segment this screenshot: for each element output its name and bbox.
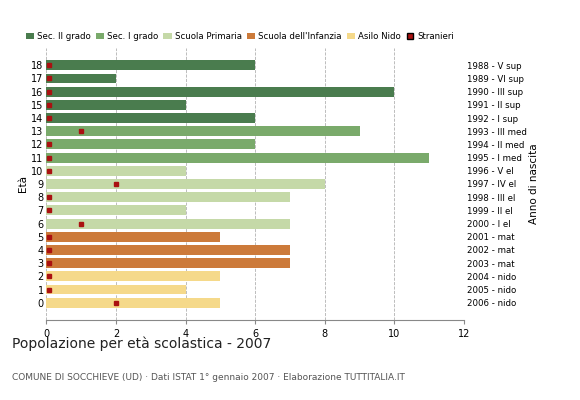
Text: Popolazione per età scolastica - 2007: Popolazione per età scolastica - 2007 <box>12 336 271 351</box>
Bar <box>46 74 116 84</box>
Bar <box>46 258 290 268</box>
Bar <box>46 245 290 255</box>
Bar <box>46 192 290 202</box>
Y-axis label: Età: Età <box>19 176 28 192</box>
Bar <box>46 140 255 149</box>
Bar <box>46 126 360 136</box>
Bar <box>46 153 429 162</box>
Legend: Sec. II grado, Sec. I grado, Scuola Primaria, Scuola dell'Infanzia, Asilo Nido, : Sec. II grado, Sec. I grado, Scuola Prim… <box>26 32 454 41</box>
Bar <box>46 113 255 123</box>
Bar <box>46 206 186 215</box>
Bar <box>46 87 394 97</box>
Text: COMUNE DI SOCCHIEVE (UD) · Dati ISTAT 1° gennaio 2007 · Elaborazione TUTTITALIA.: COMUNE DI SOCCHIEVE (UD) · Dati ISTAT 1°… <box>12 373 404 382</box>
Bar <box>46 298 220 308</box>
Bar <box>46 60 255 70</box>
Bar <box>46 179 325 189</box>
Y-axis label: Anno di nascita: Anno di nascita <box>530 144 539 224</box>
Bar <box>46 166 186 176</box>
Bar <box>46 232 220 242</box>
Bar <box>46 271 220 281</box>
Bar <box>46 100 186 110</box>
Bar <box>46 284 186 294</box>
Bar <box>46 219 290 228</box>
